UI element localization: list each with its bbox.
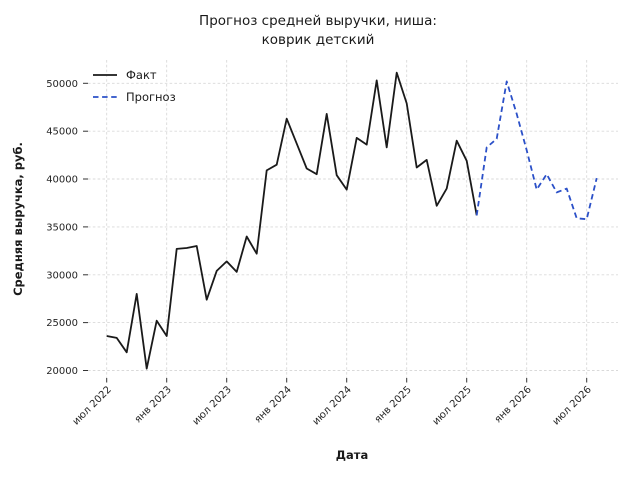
fact-line	[106, 71, 478, 370]
y-tick-label: 30000	[46, 270, 78, 281]
x-tick-label: янв 2024	[253, 384, 294, 425]
legend: Факт Прогноз	[93, 68, 176, 104]
y-axis-label: Средняя выручка, руб.	[11, 142, 25, 296]
x-tick-label: янв 2023	[133, 384, 174, 425]
chart-title-line-2: коврик детский	[262, 32, 375, 48]
axis-ticks	[83, 82, 588, 383]
y-tick-label: 35000	[46, 222, 78, 233]
x-tick-label: янв 2025	[373, 384, 414, 425]
forecast-line	[475, 80, 598, 221]
x-tick-label: июл 2026	[551, 384, 594, 427]
y-tick-label: 20000	[46, 366, 78, 377]
x-axis-label: Дата	[336, 448, 368, 462]
y-tick-label: 50000	[46, 79, 78, 90]
y-tick-label: 45000	[46, 127, 78, 138]
x-tick-label: июл 2025	[431, 384, 474, 427]
x-tick-label: июл 2023	[191, 384, 234, 427]
legend-forecast-label: Прогноз	[126, 90, 176, 104]
grid-lines	[88, 60, 618, 378]
x-tick-label: июл 2022	[71, 384, 114, 427]
y-tick-label: 40000	[46, 175, 78, 186]
legend-fact-label: Факт	[126, 68, 157, 82]
data-series	[106, 71, 598, 370]
x-tick-label: янв 2026	[493, 384, 534, 425]
y-tick-label: 25000	[46, 318, 78, 329]
x-tick-label: июл 2024	[311, 384, 354, 427]
chart-title-line-1: Прогноз средней выручки, ниша:	[199, 13, 437, 29]
